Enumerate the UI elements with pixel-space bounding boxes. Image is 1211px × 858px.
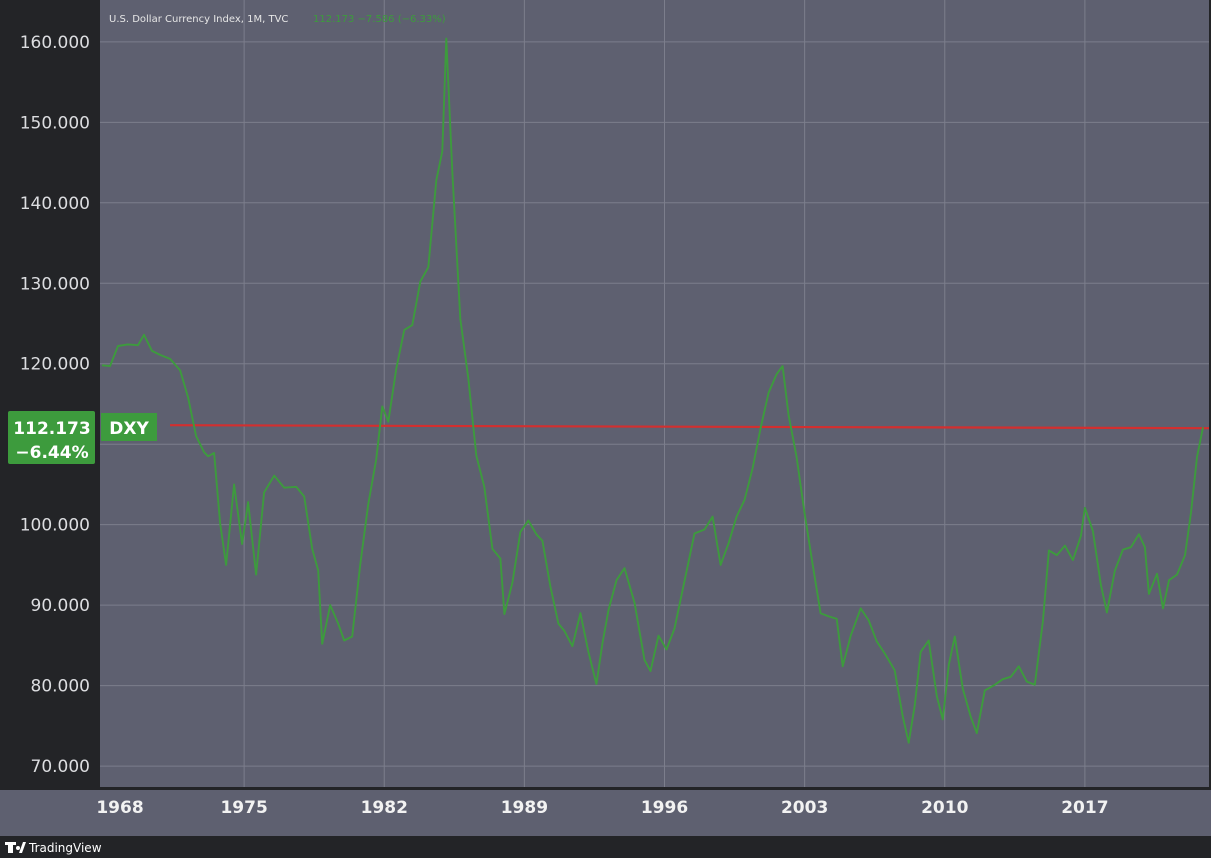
x-axis[interactable]: 1968 1975 1982 1989 1996 2003 2010 2017 [96, 798, 1108, 818]
grid-lines [100, 0, 1209, 787]
plot-area[interactable] [100, 0, 1209, 787]
y-tick-label: 130.000 [20, 274, 90, 294]
symbol-badge-label: DXY [109, 419, 149, 439]
x-tick-label: 1982 [361, 798, 408, 818]
symbol-badge: DXY [101, 413, 157, 441]
price-badge: 112.173 −6.44% [8, 411, 95, 464]
y-axis[interactable]: 70.00080.00090.000100.000110.000120.0001… [20, 33, 90, 777]
logo-dot [16, 846, 20, 850]
x-tick-label: 2003 [781, 798, 828, 818]
price-badge-value: 112.173 [13, 419, 90, 439]
symbol-badge-bg [101, 413, 157, 441]
y-tick-label: 100.000 [20, 516, 90, 536]
tradingview-logo-icon[interactable] [5, 842, 26, 853]
reference-line [170, 424, 1210, 430]
y-tick-label: 120.000 [20, 355, 90, 375]
y-tick-label: 160.000 [20, 33, 90, 53]
price-badge-bg [8, 411, 95, 464]
y-tick-label: 90.000 [31, 596, 90, 616]
x-tick-label: 2010 [921, 798, 968, 818]
y-tick-label: 140.000 [20, 194, 90, 214]
logo-slash [19, 842, 26, 853]
x-tick-label: 1996 [641, 798, 688, 818]
logo-top [5, 842, 16, 845]
legend-title: U.S. Dollar Currency Index, 1M, TVC [109, 14, 288, 25]
footer-bar [0, 836, 1211, 858]
x-tick-label: 1968 [96, 798, 143, 818]
legend-ohlc: 112.173 −7.586 (−6.33%) [313, 14, 446, 25]
y-tick-label: 70.000 [31, 757, 90, 777]
brand-name[interactable]: TradingView [28, 841, 102, 855]
x-tick-label: 1989 [501, 798, 548, 818]
x-tick-label: 1975 [220, 798, 267, 818]
y-tick-label: 80.000 [31, 677, 90, 697]
series-line-dxy [101, 37, 1204, 744]
y-tick-label: 150.000 [20, 113, 90, 133]
x-tick-label: 2017 [1061, 798, 1108, 818]
price-badge-change: −6.44% [15, 443, 88, 463]
logo-bar [8, 842, 13, 853]
footer[interactable]: TradingView [0, 836, 1211, 858]
x-axis-strip[interactable] [0, 790, 1211, 836]
